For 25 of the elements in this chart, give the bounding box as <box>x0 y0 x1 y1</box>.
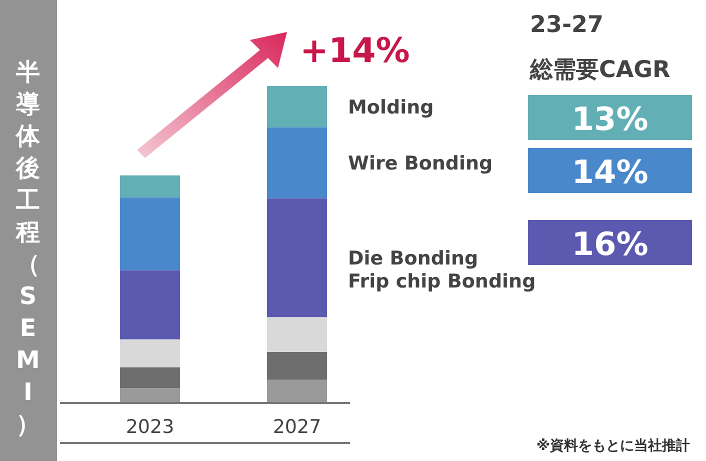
x-tick-label: 2027 <box>272 416 322 438</box>
bar <box>120 270 180 340</box>
bar <box>267 317 327 352</box>
x-tick-label: 2023 <box>126 416 174 438</box>
series-label: Molding <box>348 96 434 119</box>
text: +14% <box>300 31 410 71</box>
text: 13% <box>572 100 648 138</box>
bar <box>267 380 327 403</box>
bar <box>267 86 327 128</box>
series-label: Die Bonding Frip chip Bonding <box>348 248 536 292</box>
text: 23-27 <box>530 12 604 38</box>
bar <box>120 339 180 368</box>
bar <box>267 198 327 318</box>
bar <box>120 175 180 198</box>
text: 16% <box>572 225 648 263</box>
bar <box>267 127 327 198</box>
series-label: Wire Bonding <box>348 152 493 175</box>
bar <box>267 352 327 380</box>
bar <box>120 197 180 270</box>
text: 総需要CAGR <box>529 57 671 83</box>
bar <box>120 388 180 403</box>
y-axis-title: 半導体後工程（SEMI） <box>16 58 40 438</box>
bar <box>120 367 180 388</box>
text: ※資料をもとに当社推計 <box>536 438 690 454</box>
text: 14% <box>572 153 648 191</box>
